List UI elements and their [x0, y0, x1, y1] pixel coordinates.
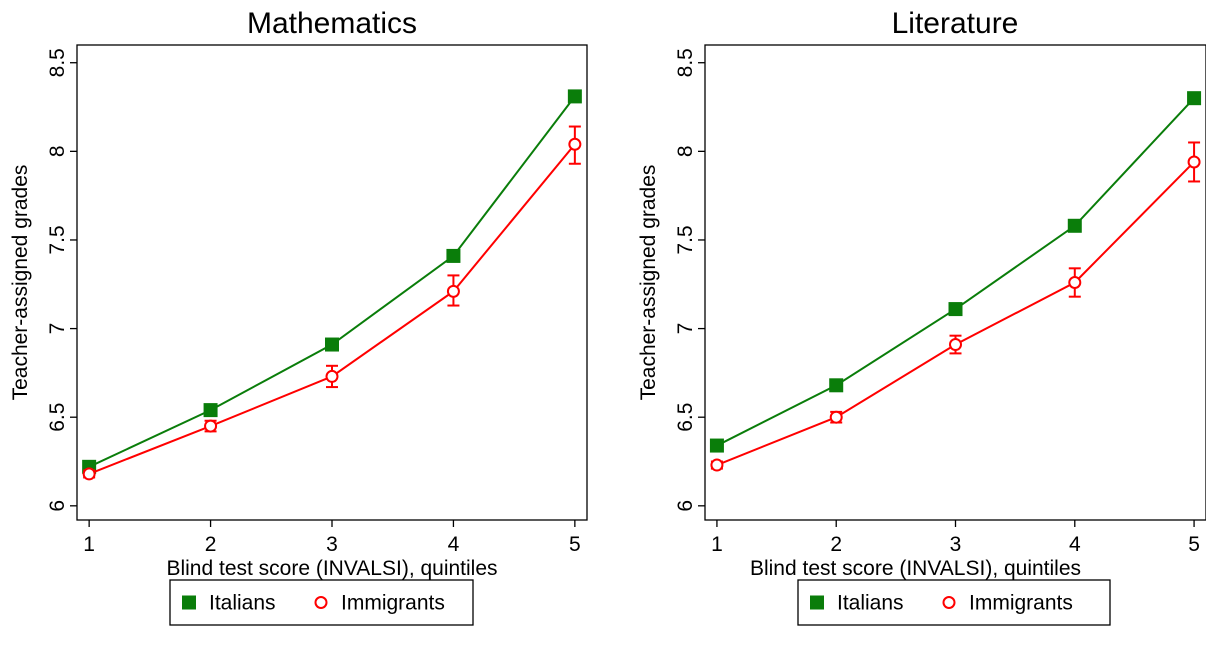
- data-point: [446, 284, 460, 298]
- legend: Italians Immigrants: [797, 579, 1111, 626]
- data-point: [325, 369, 339, 383]
- x-tick-label: 2: [205, 533, 217, 556]
- data-point: [325, 337, 339, 352]
- series-line: [716, 97, 1195, 447]
- y-tick-label: 7.5: [674, 225, 697, 254]
- legend: Italians Immigrants: [169, 579, 474, 626]
- series-italians: [709, 91, 1202, 453]
- chart-title: Literature: [892, 7, 1019, 40]
- chart-panel-1: Mathematics 6 6.5 7 7.5 8 8.5 1 2 3 4 5 Blind test s…: [9, 7, 588, 626]
- x-tick-label: 5: [1188, 533, 1200, 556]
- y-tick-label: 6: [674, 500, 697, 512]
- y-tick-label: 8: [46, 145, 69, 157]
- x-axis-label: Blind test score (INVALSI), quintiles: [750, 557, 1081, 580]
- x-tick-label: 3: [950, 533, 962, 556]
- y-tick-label: 8: [674, 145, 697, 157]
- data-point: [1068, 276, 1082, 289]
- data-point: [709, 438, 724, 453]
- data-point: [82, 467, 96, 481]
- legend-marker: [942, 596, 956, 609]
- y-tick-label: 6.5: [46, 403, 69, 432]
- y-axis-label: Teacher-assigned grades: [637, 165, 660, 401]
- y-tick-label: 7: [674, 323, 697, 335]
- legend-marker: [810, 595, 824, 610]
- x-tick-label: 3: [326, 533, 338, 556]
- x-tick-label: 4: [1069, 533, 1081, 556]
- series-immigrants: [710, 141, 1201, 472]
- x-tick-label: 1: [711, 533, 723, 556]
- legend-marker: [314, 596, 328, 609]
- legend-label: Immigrants: [969, 592, 1073, 615]
- data-point: [567, 89, 582, 104]
- data-point: [1067, 218, 1082, 233]
- data-point: [949, 338, 962, 352]
- y-tick-label: 7: [46, 323, 69, 335]
- x-axis-label: Blind test score (INVALSI), quintiles: [166, 557, 497, 580]
- chart-title: Mathematics: [247, 7, 417, 40]
- data-point: [446, 248, 461, 263]
- data-point: [948, 302, 963, 317]
- data-point: [204, 419, 218, 433]
- data-point: [1187, 155, 1201, 169]
- data-point: [829, 378, 844, 393]
- series-immigrants: [82, 125, 582, 481]
- y-tick-label: 6.5: [674, 403, 697, 432]
- data-point: [829, 410, 843, 424]
- data-point: [203, 403, 218, 418]
- data-point: [710, 458, 724, 472]
- x-tick-label: 5: [569, 533, 581, 556]
- y-tick-label: 7.5: [46, 225, 69, 254]
- series-line: [88, 95, 576, 468]
- series-italians: [82, 89, 582, 474]
- x-tick-label: 4: [448, 533, 460, 556]
- legend-marker: [182, 595, 196, 610]
- y-axis-label: Teacher-assigned grades: [9, 165, 32, 401]
- y-tick-label: 8.5: [674, 48, 697, 77]
- legend-label: Immigrants: [341, 592, 445, 615]
- chart-panel-2: Literature 6 6.5 7 7.5 8 8.5 1 2 3 4 5 Blind test sc…: [637, 7, 1206, 626]
- plot-frame: [704, 44, 1206, 521]
- x-tick-label: 1: [83, 533, 95, 556]
- y-tick-label: 6: [46, 500, 69, 512]
- data-point: [1187, 91, 1202, 106]
- legend-label: Italians: [209, 592, 276, 615]
- x-tick-label: 2: [830, 533, 842, 556]
- data-point: [568, 137, 582, 151]
- legend-label: Italians: [837, 592, 904, 615]
- y-tick-label: 8.5: [46, 48, 69, 77]
